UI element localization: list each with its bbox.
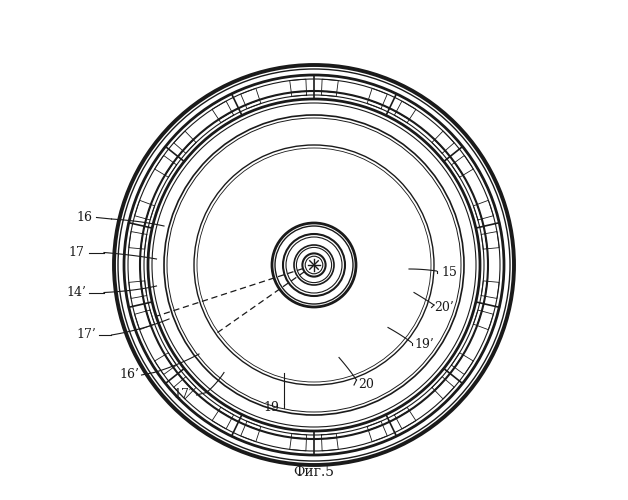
- Text: 16: 16: [76, 211, 92, 224]
- Text: 19’: 19’: [414, 338, 434, 351]
- Text: Фиг.5: Фиг.5: [293, 466, 335, 479]
- Text: 19: 19: [264, 401, 279, 414]
- Text: 15: 15: [441, 266, 457, 279]
- Text: 17: 17: [68, 246, 84, 259]
- Text: 14’: 14’: [67, 286, 87, 299]
- Text: 20’: 20’: [434, 301, 454, 314]
- Text: 17″: 17″: [174, 388, 194, 402]
- Text: 20: 20: [359, 378, 374, 392]
- Text: 17’: 17’: [77, 328, 96, 342]
- Text: 16’: 16’: [119, 368, 139, 382]
